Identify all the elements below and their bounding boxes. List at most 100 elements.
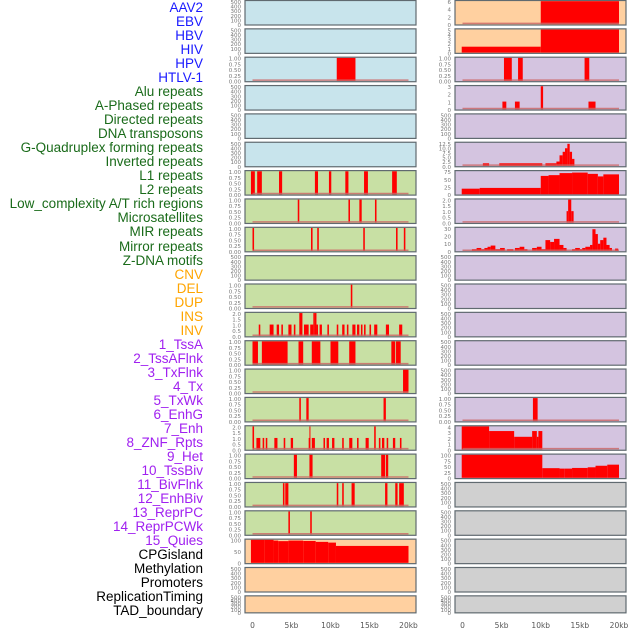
y-tick-label: 1.5	[232, 318, 241, 324]
y-tick-label: 0	[238, 590, 242, 596]
y-tick-label: 0.25	[439, 74, 452, 80]
y-tick-label: 0.00	[229, 392, 242, 398]
data-bar	[503, 57, 512, 81]
data-bar	[385, 324, 389, 337]
data-bar	[364, 171, 368, 195]
y-tick-label: 500	[231, 567, 242, 573]
track-panel	[454, 84, 627, 111]
row-label: DNA transposons	[97, 126, 203, 142]
x-tick-label: 20kb	[399, 621, 418, 630]
row-label: 7_Enh	[163, 420, 203, 436]
y-tick-label: 2	[448, 42, 452, 48]
y-tick-label: 400	[231, 146, 242, 152]
y-tick-label: 2	[448, 93, 452, 99]
y-tick-label: 400	[231, 33, 242, 39]
y-tick-label: 75	[444, 170, 451, 176]
data-bar	[282, 483, 285, 507]
y-tick-label: 500	[231, 28, 242, 34]
y-tick-label: 400	[441, 598, 452, 604]
row-label: DEL	[176, 280, 203, 296]
data-bar	[281, 324, 283, 337]
data-bar	[335, 545, 409, 563]
y-tick-label: 2	[448, 15, 452, 21]
track-panel	[244, 28, 417, 54]
row-label: HIV	[180, 42, 203, 58]
data-bar	[252, 426, 255, 450]
y-tick-label: 500	[441, 510, 452, 516]
data-bar	[303, 540, 316, 563]
row-label: Low_complexity A/T rich regions	[9, 196, 203, 212]
y-tick-label: 100	[231, 132, 242, 138]
row-label: L1 repeats	[139, 168, 203, 184]
y-tick-label: 0.75	[229, 488, 242, 494]
y-tick-label: 300	[231, 123, 242, 129]
y-tick-label: 400	[231, 118, 242, 124]
y-tick-label: 0.5	[232, 329, 241, 335]
y-tick-label: 1.00	[229, 284, 242, 290]
data-bar	[258, 324, 261, 337]
y-tick-label: 0.00	[229, 221, 242, 227]
y-tick-label: 500	[231, 255, 242, 261]
y-tick-label: 200	[441, 297, 452, 303]
track-panel	[454, 255, 627, 281]
row-label: MIR repeats	[129, 224, 203, 240]
row-label: CPGisland	[138, 547, 203, 563]
data-bar	[550, 241, 555, 251]
row-label: CNV	[174, 266, 203, 282]
y-tick-label: 0	[448, 562, 452, 568]
y-tick-label: 100	[231, 539, 242, 545]
y-tick-label: 300	[441, 349, 452, 355]
y-tick-label: 400	[441, 515, 452, 521]
y-tick-label: 400	[441, 260, 452, 266]
data-bar	[360, 324, 363, 337]
data-bar	[461, 46, 541, 53]
data-bar	[374, 324, 378, 337]
y-tick-label: 300	[441, 264, 452, 270]
data-bar	[559, 155, 563, 166]
data-bar	[559, 173, 573, 195]
y-tick-label: 25	[444, 471, 451, 477]
data-bar	[519, 246, 525, 251]
data-bar	[250, 539, 265, 563]
data-bar	[540, 29, 619, 53]
data-bar	[565, 148, 568, 166]
data-bar	[403, 369, 409, 393]
y-tick-label: 100	[231, 585, 242, 591]
y-tick-label: 0	[448, 363, 452, 369]
y-tick-label: 1.0	[232, 323, 241, 329]
y-tick-label: 200	[441, 524, 452, 530]
data-bar	[592, 229, 596, 251]
data-bar	[299, 313, 303, 337]
y-tick-label: 0.00	[229, 420, 242, 426]
y-tick-label: 1.00	[439, 397, 452, 403]
y-tick-label: 100	[231, 103, 242, 109]
row-label: Z-DNA motifs	[122, 252, 203, 268]
y-tick-label: 100	[441, 585, 452, 591]
y-tick-label: 300	[231, 9, 242, 15]
y-tick-label: 200	[231, 99, 242, 105]
y-tick-label: 300	[441, 520, 452, 526]
row-label: G-Quadruplex forming repeats	[20, 140, 203, 156]
y-tick-label: 100	[231, 274, 242, 280]
data-bar	[279, 171, 283, 195]
data-bar	[374, 199, 377, 223]
data-bar	[566, 211, 569, 223]
y-tick-label: 2.0	[232, 312, 241, 318]
y-tick-label: 100	[231, 47, 242, 53]
track-panel	[454, 396, 627, 423]
y-tick-label: 300	[231, 38, 242, 44]
y-tick-label: 0	[448, 590, 452, 596]
y-tick-label: 0.00	[229, 533, 242, 539]
track-panel	[244, 425, 417, 451]
x-tick-label: 20kb	[610, 621, 629, 630]
y-tick-label: 50	[234, 550, 241, 556]
data-bar	[567, 143, 570, 166]
y-tick-label: 1.00	[229, 57, 242, 63]
row-label: Methylation	[133, 561, 203, 577]
data-bar	[317, 228, 319, 251]
y-tick-label: 0	[238, 165, 242, 171]
data-bar	[514, 436, 533, 450]
data-bar	[250, 171, 255, 195]
data-bar	[399, 437, 402, 450]
